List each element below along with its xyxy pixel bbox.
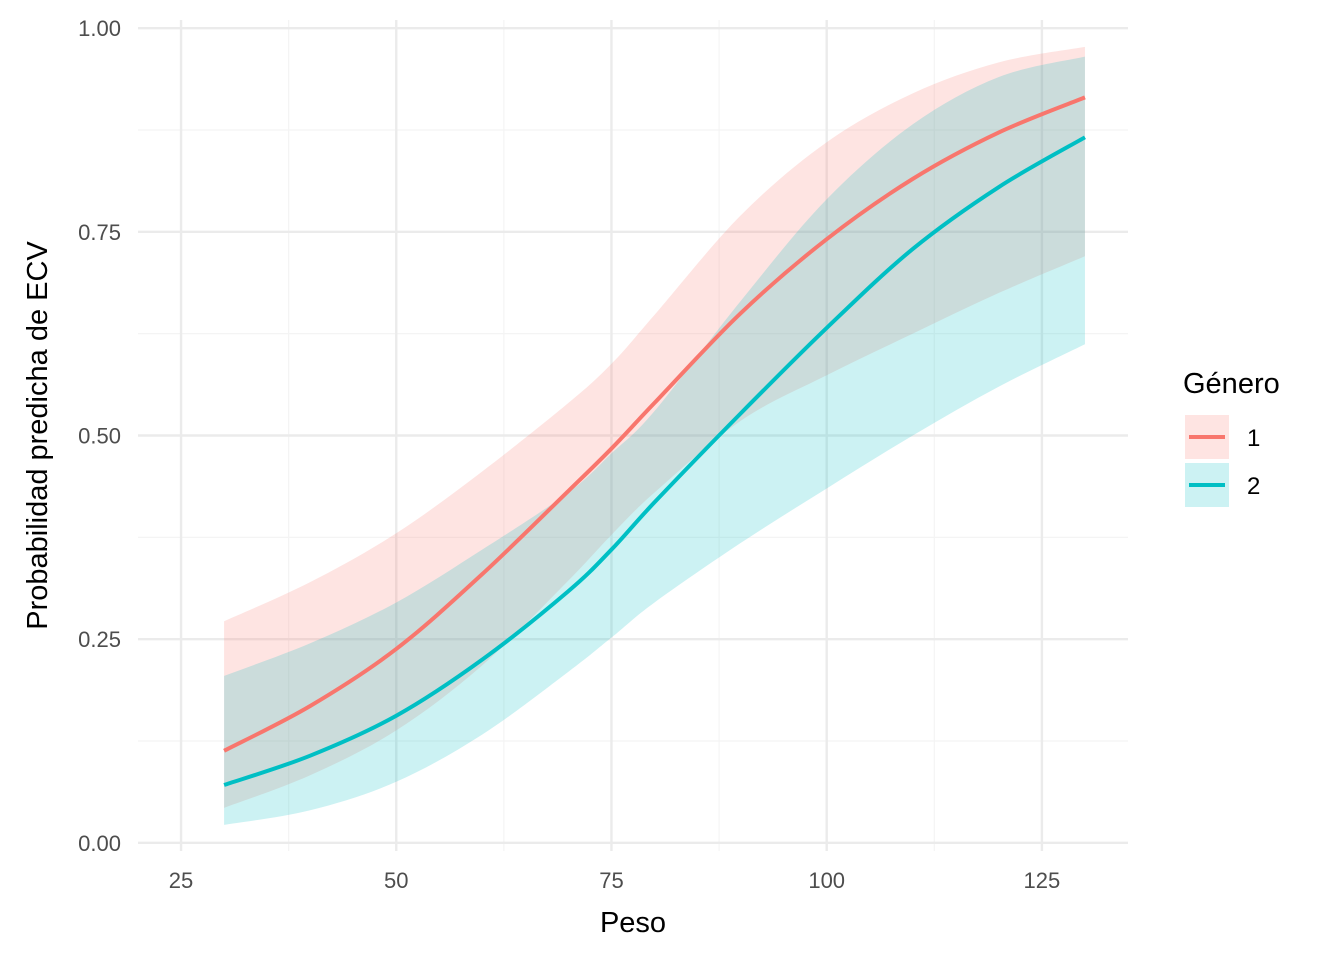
x-axis-ticks: 25 50 75 100 125 [169,868,1060,893]
legend: Género 1 2 [1183,368,1280,507]
y-tick-label: 0.75 [78,220,121,245]
major-gridlines [138,20,1128,851]
legend-label-1: 1 [1247,425,1260,452]
series-lines [223,95,1086,787]
y-tick-label: 1.00 [78,16,121,41]
legend-label-2: 2 [1247,473,1260,500]
confidence-ribbons [224,46,1085,825]
ribbon-series-1 [224,46,1085,808]
x-tick-label: 25 [169,868,193,893]
minor-gridlines [138,20,1128,851]
ribbon-series-2 [224,56,1085,825]
y-tick-label: 0.00 [78,831,121,856]
line-series-2 [223,135,1086,787]
x-axis-title: Peso [600,907,666,939]
y-tick-label: 0.25 [78,627,121,652]
y-axis-title: Probabilidad predicha de ECV [22,241,54,630]
x-tick-label: 50 [384,868,408,893]
y-axis-ticks: 0.00 0.25 0.50 0.75 1.00 [78,16,121,856]
x-tick-label: 125 [1024,868,1061,893]
legend-title: Género [1183,368,1280,400]
x-tick-label: 100 [808,868,845,893]
line-series-1 [223,95,1086,753]
y-tick-label: 0.50 [78,424,121,449]
x-tick-label: 75 [599,868,623,893]
